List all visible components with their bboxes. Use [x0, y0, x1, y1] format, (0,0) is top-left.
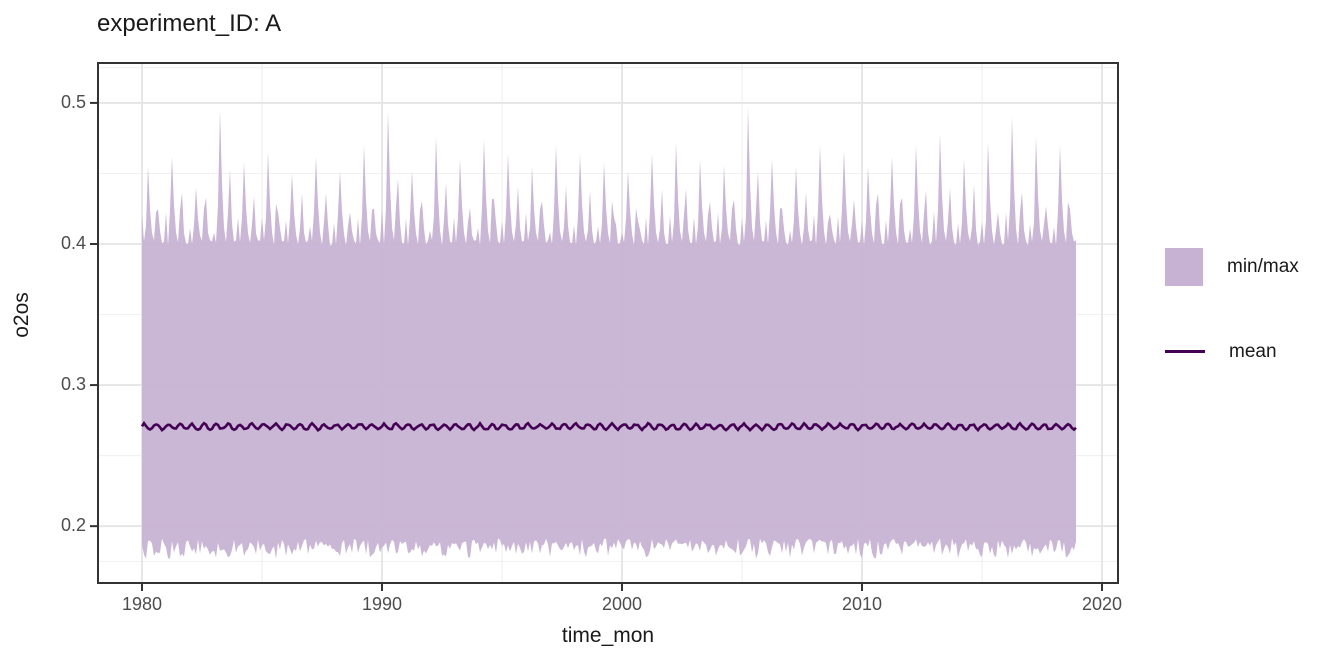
- legend-label-minmax: min/max: [1227, 256, 1299, 277]
- x-tick-label: 1990: [361, 594, 403, 614]
- x-tick-label: 2000: [601, 594, 643, 614]
- y-tick-label: 0.4: [60, 232, 86, 253]
- mean-line-key-icon: [1165, 333, 1205, 371]
- x-tick-label: 1980: [121, 594, 163, 614]
- x-axis-title: time_mon: [561, 624, 655, 647]
- minmax-ribbon: [142, 107, 1076, 559]
- minmax-swatch-icon: [1165, 248, 1203, 286]
- legend-label-mean: mean: [1229, 341, 1277, 362]
- y-tick-label: 0.5: [60, 91, 86, 112]
- x-tick-label: 2020: [1081, 594, 1123, 614]
- plot-panel: [90, 62, 1119, 591]
- legend-item-mean: mean: [1165, 333, 1299, 371]
- panel-border: [97, 62, 1119, 584]
- mean-line: [140, 420, 1077, 433]
- legend-item-minmax: min/max: [1165, 248, 1299, 286]
- chart-title: experiment_ID: A: [97, 10, 282, 37]
- y-tick-label: 0.2: [60, 515, 86, 536]
- y-tick-label: 0.3: [60, 374, 86, 395]
- y-axis-title: o2os: [10, 292, 33, 338]
- x-tick-label: 2010: [841, 594, 883, 614]
- legend: min/max mean: [1165, 248, 1299, 371]
